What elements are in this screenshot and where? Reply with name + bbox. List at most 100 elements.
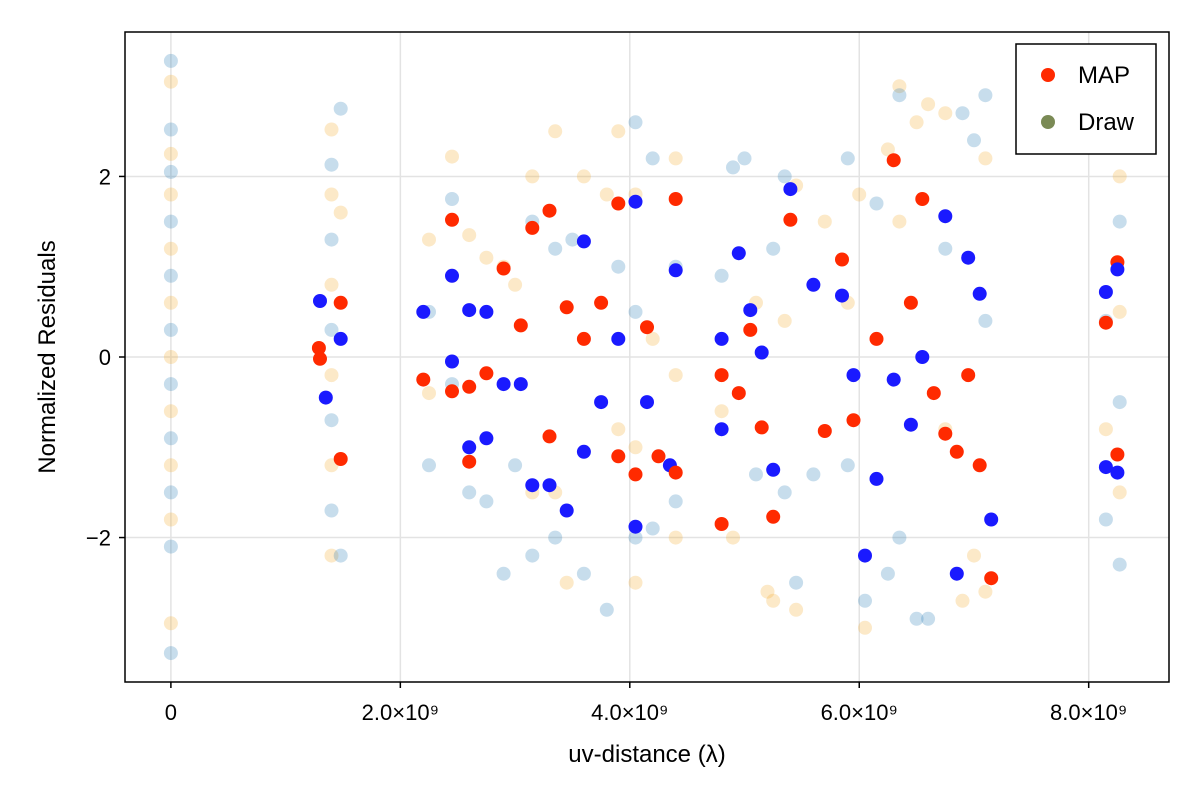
draw-point: [777, 313, 792, 328]
draw-point: [1098, 422, 1113, 437]
draw-point: [869, 196, 884, 211]
map-point: [806, 277, 821, 292]
draw-point: [324, 322, 339, 337]
legend-box: [1015, 43, 1157, 155]
map-point: [542, 478, 557, 493]
map-point: [611, 196, 626, 211]
draw-point: [599, 602, 614, 617]
map-point: [714, 368, 729, 383]
draw-point: [978, 151, 993, 166]
draw-point: [163, 295, 178, 310]
draw-point: [163, 485, 178, 500]
draw-point: [163, 268, 178, 283]
draw-point: [445, 192, 459, 206]
draw-point: [324, 277, 339, 292]
x-axis-label: uv-distance (λ): [568, 741, 725, 768]
draw-point: [777, 485, 792, 500]
draw-point: [645, 151, 660, 166]
legend-draw-label: Draw: [1078, 109, 1135, 136]
map-point: [628, 467, 643, 482]
draw-point: [576, 169, 591, 184]
map-point: [611, 331, 626, 346]
map-point: [640, 395, 654, 410]
draw-point: [163, 187, 178, 202]
draw-point: [789, 575, 804, 590]
draw-point: [726, 530, 740, 545]
draw-series: [163, 53, 1127, 661]
draw-point: [525, 548, 540, 563]
map-point: [903, 295, 918, 310]
map-point: [513, 377, 528, 392]
draw-point: [548, 241, 563, 256]
map-point: [1098, 285, 1113, 299]
map-point: [668, 465, 683, 480]
draw-point: [611, 259, 626, 274]
map-point: [445, 212, 459, 227]
draw-point: [777, 169, 792, 184]
draw-point: [714, 268, 729, 283]
draw-point: [163, 350, 178, 364]
map-point: [1098, 460, 1113, 475]
y-tick-label: 2: [99, 164, 111, 189]
map-point: [754, 345, 769, 360]
draw-point: [1112, 557, 1127, 572]
map-point: [731, 246, 746, 261]
draw-point: [880, 566, 895, 581]
draw-point: [163, 377, 178, 392]
map-point: [1110, 447, 1125, 462]
map-point: [743, 322, 758, 337]
map-point: [462, 440, 477, 455]
draw-point: [565, 232, 580, 247]
draw-point: [163, 616, 178, 631]
map-point: [714, 422, 729, 437]
map-point: [817, 424, 832, 438]
map-point: [835, 288, 849, 303]
draw-point: [668, 530, 683, 545]
draw-point: [508, 277, 523, 292]
map-point: [462, 379, 477, 394]
draw-point: [163, 146, 178, 161]
draw-point: [978, 584, 993, 599]
draw-point: [611, 124, 626, 139]
draw-point: [333, 548, 348, 563]
map-point: [525, 478, 540, 493]
map-point: [949, 566, 964, 581]
draw-point: [163, 539, 178, 554]
draw-point: [766, 241, 781, 256]
legend-map-label: MAP: [1078, 62, 1130, 89]
map-point: [972, 286, 987, 301]
draw-point: [163, 322, 178, 337]
x-tick-label: 8.0×10⁹: [1050, 700, 1127, 725]
map-point: [938, 209, 953, 224]
map-point: [462, 454, 477, 469]
grid-lines: [125, 32, 1169, 682]
draw-point: [880, 142, 895, 157]
map-point: [479, 431, 494, 446]
draw-point: [163, 646, 178, 661]
map-point: [559, 503, 574, 518]
draw-point: [921, 97, 936, 112]
map-point: [416, 304, 431, 319]
map-point: [576, 444, 591, 459]
draw-point: [892, 214, 907, 229]
draw-point: [508, 458, 523, 473]
draw-point: [938, 241, 953, 256]
draw-point: [548, 530, 563, 545]
map-point: [783, 182, 798, 197]
map-point: [311, 341, 326, 355]
draw-point: [611, 422, 626, 437]
draw-point: [599, 187, 614, 202]
draw-point: [324, 548, 339, 563]
map-point: [668, 192, 683, 206]
draw-point: [525, 169, 540, 184]
draw-point: [892, 530, 907, 545]
legend-draw-marker: [1041, 115, 1055, 129]
map-point: [886, 153, 901, 168]
axis-ticks: 0 2.0×10⁹ 4.0×10⁹ 6.0×10⁹ 8.0×10⁹ −2 0 2: [86, 164, 1127, 725]
draw-point: [645, 331, 660, 346]
map-point: [594, 295, 609, 310]
draw-point: [852, 187, 867, 202]
draw-point: [1098, 512, 1113, 527]
map-point: [984, 571, 999, 586]
